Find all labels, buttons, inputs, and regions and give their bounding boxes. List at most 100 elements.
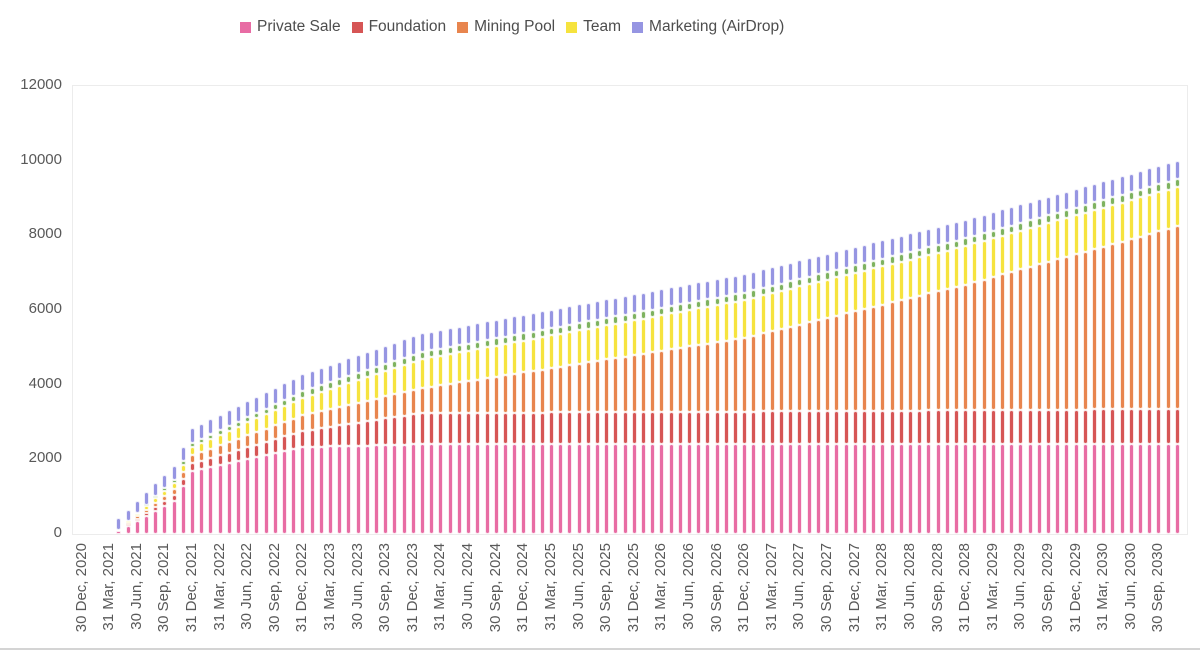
bar-segment	[558, 307, 564, 327]
bar-segment	[631, 412, 637, 445]
bar-2022-01	[199, 86, 205, 534]
bar-2029-02	[981, 86, 987, 534]
bar-segment	[217, 434, 223, 446]
bar-segment	[972, 235, 978, 244]
bar-segment	[245, 458, 251, 534]
bar-segment	[825, 279, 831, 318]
bar-segment	[346, 383, 352, 405]
bar-segment	[806, 444, 812, 534]
bar-segment	[622, 314, 628, 322]
bar-2026-04	[668, 86, 674, 534]
bar-segment	[180, 479, 186, 486]
bar-segment	[576, 304, 582, 324]
bar-segment	[116, 518, 122, 530]
bar-segment	[493, 444, 499, 534]
x-tick-label: 30 Sep, 2022	[265, 543, 283, 633]
bar-segment	[806, 284, 812, 323]
bar-2021-07	[143, 86, 149, 534]
bar-segment	[641, 318, 646, 354]
bar-segment	[447, 383, 453, 413]
bar-segment	[1119, 241, 1125, 410]
bar-segment	[263, 441, 269, 455]
bar-segment	[604, 318, 610, 326]
bar-segment	[907, 259, 913, 298]
bar-segment	[493, 412, 499, 445]
bar-2024-07	[475, 86, 481, 534]
bar-segment	[990, 410, 996, 445]
bar-segment	[208, 466, 214, 534]
bar-segment	[300, 391, 306, 399]
x-tick-label: 31 Mar, 2023	[321, 543, 339, 631]
bar-segment	[613, 297, 619, 317]
bar-segment	[134, 520, 140, 534]
bar-segment	[318, 411, 324, 429]
bar-segment	[926, 444, 932, 534]
bar-segment	[1110, 197, 1116, 206]
bar-2028-04	[889, 86, 895, 534]
bar-segment	[143, 504, 149, 507]
bar-segment	[1101, 246, 1107, 410]
legend-item: Marketing (AirDrop)	[632, 18, 784, 36]
bar-2022-10	[282, 86, 287, 534]
bar-segment	[383, 396, 389, 419]
bar-segment	[576, 363, 582, 413]
bar-segment	[594, 444, 600, 534]
bar-segment	[309, 429, 315, 447]
bar-segment	[309, 388, 315, 396]
bar-segment	[429, 444, 435, 534]
bar-segment	[245, 435, 251, 448]
bar-2030-04	[1110, 86, 1116, 534]
bar-segment	[410, 414, 416, 445]
bar-segment	[438, 444, 444, 534]
bar-segment	[530, 312, 536, 332]
bar-segment	[263, 428, 269, 442]
bar-segment	[1138, 236, 1144, 410]
bar-segment	[291, 378, 297, 396]
bar-2021-08	[153, 86, 159, 534]
bar-segment	[355, 373, 361, 380]
bar-segment	[631, 444, 637, 534]
bar-segment	[1018, 269, 1024, 410]
bar-segment	[512, 316, 518, 336]
bar-segment	[217, 414, 223, 431]
bar-segment	[604, 444, 610, 534]
bar-segment	[401, 444, 407, 534]
bar-segment	[696, 301, 702, 309]
bar-segment	[420, 388, 426, 414]
bar-segment	[861, 244, 867, 264]
bar-2024-10	[502, 86, 508, 534]
bar-segment	[217, 455, 223, 465]
x-tick-label: 31 Dec, 2028	[956, 543, 974, 633]
bar-segment	[917, 231, 923, 250]
bar-segment	[677, 304, 683, 312]
bar-2028-12	[963, 86, 969, 534]
bar-2030-07	[1138, 86, 1144, 534]
bar-segment	[282, 450, 287, 534]
bar-segment	[788, 444, 794, 534]
bar-segment	[687, 444, 693, 534]
bar-segment	[1036, 264, 1042, 410]
bar-segment	[548, 412, 554, 445]
bar-segment	[153, 510, 159, 534]
bar-segment	[779, 264, 785, 284]
bar-segment	[769, 444, 775, 534]
bar-segment	[1082, 251, 1088, 410]
bar-segment	[1055, 409, 1061, 445]
bar-segment	[318, 446, 324, 534]
bar-segment	[1156, 165, 1162, 185]
bar-2025-05	[567, 86, 573, 534]
x-tick-label: 30 Jun, 2025	[569, 543, 587, 630]
bar-segment	[907, 251, 913, 260]
bar-segment	[613, 412, 619, 445]
bar-segment	[1119, 202, 1125, 242]
bar-segment	[1128, 444, 1134, 534]
bar-2030-03	[1101, 86, 1107, 534]
bar-segment	[650, 352, 656, 412]
bar-segment	[567, 365, 573, 413]
bar-segment	[585, 302, 591, 322]
bar-segment	[843, 267, 849, 276]
bar-segment	[153, 498, 159, 503]
bar-segment	[235, 405, 241, 422]
bar-segment	[1082, 186, 1088, 206]
